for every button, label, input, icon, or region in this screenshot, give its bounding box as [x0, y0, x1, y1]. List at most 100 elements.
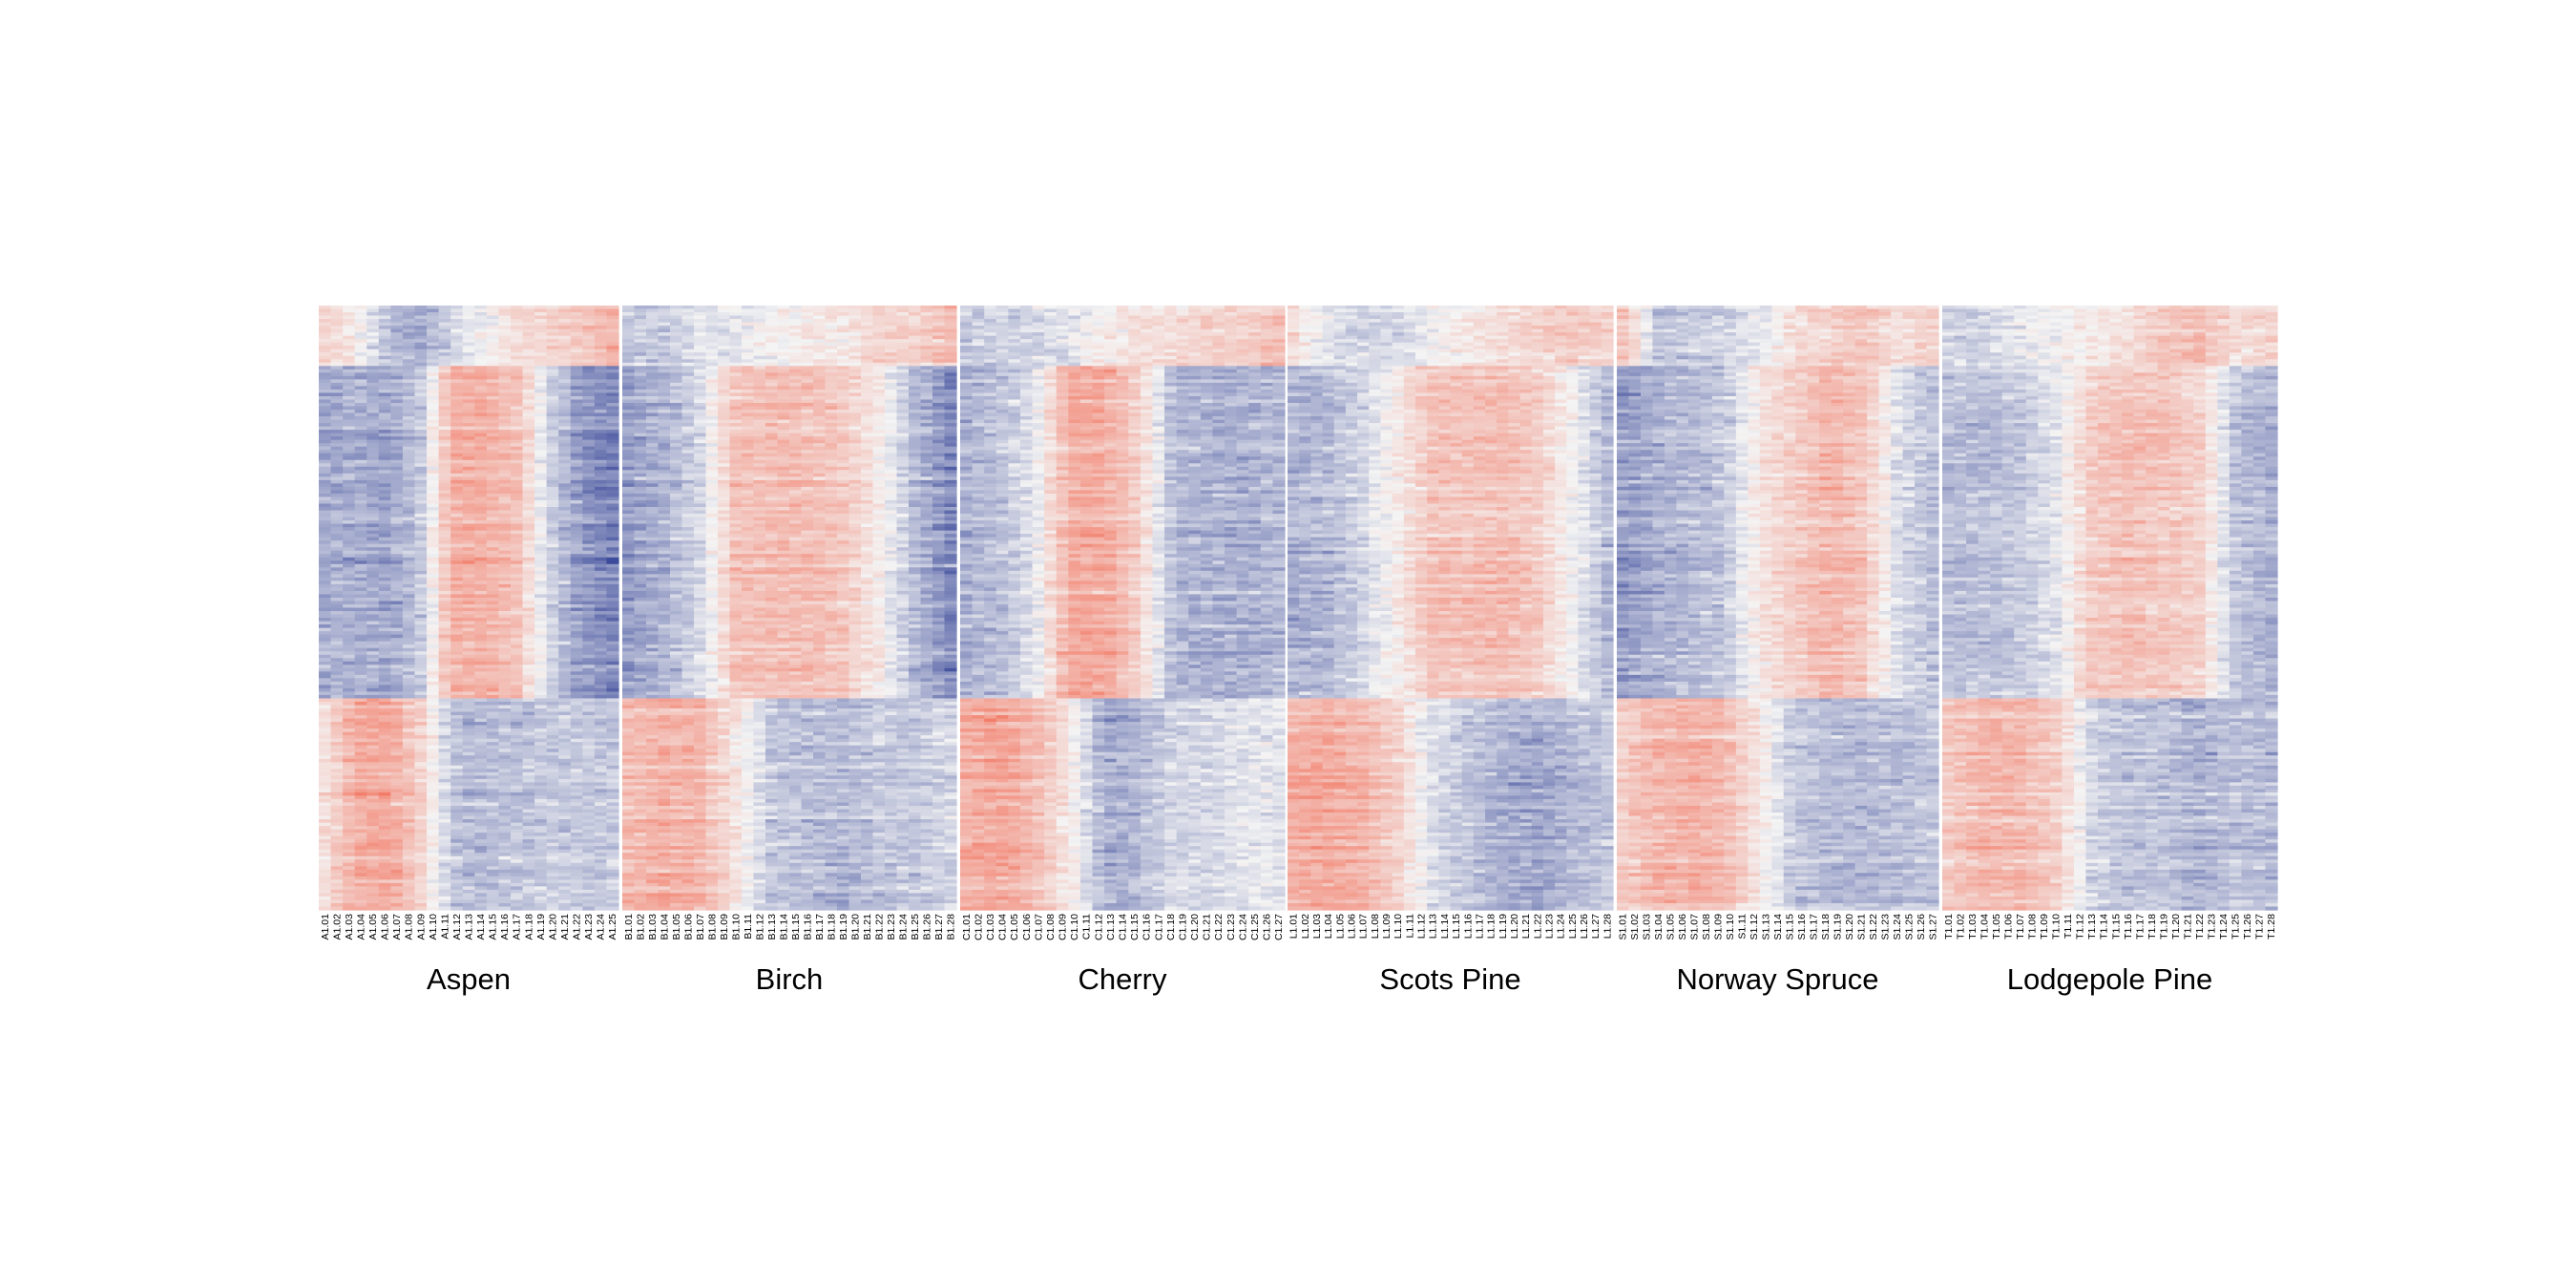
heatmap-cell: [354, 419, 367, 424]
heatmap-cell: [367, 410, 380, 414]
heatmap-cell: [402, 490, 416, 495]
heatmap-cell: [390, 621, 404, 625]
heatmap-cell: [378, 627, 391, 632]
heatmap-cell: [558, 866, 572, 871]
heatmap-cell: [330, 557, 344, 561]
heatmap-cell: [594, 624, 608, 629]
heatmap-cell: [438, 315, 451, 320]
heatmap-cell: [546, 813, 559, 817]
heatmap-cell: [343, 554, 356, 559]
heatmap-cell: [606, 866, 619, 871]
heatmap-cell: [510, 436, 524, 441]
heatmap-cell: [330, 459, 344, 464]
heatmap-cell: [705, 319, 719, 324]
heatmap-cell: [486, 735, 499, 740]
heatmap-cell: [510, 614, 524, 619]
heatmap-cell: [427, 594, 440, 599]
heatmap-cell: [582, 782, 596, 787]
heatmap-cell: [438, 386, 451, 391]
heatmap-cell: [330, 332, 344, 337]
heatmap-cell: [390, 510, 404, 515]
heatmap-cell: [438, 326, 451, 330]
heatmap-cell: [474, 406, 488, 411]
heatmap-cell: [414, 514, 428, 518]
heatmap-cell: [606, 520, 619, 525]
heatmap-cell: [546, 691, 559, 696]
heatmap-cell: [319, 882, 332, 887]
heatmap-cell: [498, 443, 512, 448]
heatmap-cell: [378, 859, 391, 864]
heatmap-row: [319, 326, 619, 330]
heatmap-cell: [534, 493, 548, 498]
heatmap-cell: [582, 453, 596, 457]
heatmap-cell: [438, 587, 451, 592]
heatmap-cell: [558, 765, 572, 770]
heatmap-cell: [606, 899, 619, 904]
heatmap-cell: [658, 306, 671, 310]
heatmap-cell: [522, 322, 535, 327]
heatmap-cell: [498, 406, 512, 411]
heatmap-cell: [462, 775, 475, 780]
heatmap-cell: [582, 335, 596, 340]
heatmap-cell: [354, 765, 367, 770]
heatmap-cell: [390, 715, 404, 720]
heatmap-cell: [522, 879, 535, 884]
heatmap-cell: [402, 319, 416, 324]
heatmap-cell: [594, 419, 608, 424]
heatmap-cell: [367, 319, 380, 324]
heatmap-cell: [343, 581, 356, 585]
heatmap-cell: [534, 520, 548, 525]
heatmap-cell: [414, 557, 428, 561]
heatmap-cell: [510, 433, 524, 437]
heatmap-cell: [498, 886, 512, 891]
heatmap-cell: [402, 815, 416, 820]
heatmap-cell: [546, 731, 559, 736]
heatmap-cell: [546, 534, 559, 538]
heatmap-cell: [789, 326, 803, 330]
heatmap-cell: [498, 842, 512, 847]
heatmap-cell: [594, 785, 608, 790]
heatmap-cell: [354, 446, 367, 451]
heatmap-cell: [570, 809, 583, 813]
heatmap-cell: [498, 708, 512, 713]
heatmap-cell: [546, 775, 559, 780]
heatmap-cell: [343, 348, 356, 353]
heatmap-cell: [390, 805, 404, 811]
heatmap-row: [319, 443, 619, 448]
heatmap-cell: [330, 355, 344, 360]
heatmap-cell: [367, 758, 380, 763]
heatmap-cell: [510, 618, 524, 623]
heatmap-cell: [570, 382, 583, 387]
heatmap-cell: [534, 346, 548, 350]
heatmap-cell: [354, 348, 367, 353]
heatmap-cell: [498, 547, 512, 552]
heatmap-cell: [354, 694, 367, 700]
heatmap-cell: [438, 601, 451, 605]
heatmap-cell: [450, 621, 464, 625]
heatmap-cell: [558, 554, 572, 559]
heatmap-cell: [534, 499, 548, 505]
heatmap-cell: [872, 306, 886, 310]
heatmap-cell: [414, 395, 428, 401]
heatmap-row: [319, 493, 619, 498]
heatmap-cell: [450, 833, 464, 837]
heatmap-cell: [582, 423, 596, 428]
heatmap-cell: [390, 369, 404, 373]
heatmap-cell: [414, 587, 428, 592]
heatmap-row: [622, 326, 957, 330]
heatmap-cell: [438, 389, 451, 394]
heatmap-cell: [378, 758, 391, 763]
heatmap-cell: [558, 634, 572, 639]
heatmap-cell: [378, 835, 391, 840]
heatmap-cell: [534, 473, 548, 477]
heatmap-cell: [594, 893, 608, 897]
heatmap-cell: [546, 742, 559, 747]
heatmap-cell: [522, 835, 535, 840]
heatmap-cell: [402, 698, 416, 703]
heatmap-cell: [343, 789, 356, 793]
heatmap-cell: [414, 665, 428, 669]
heatmap-cell: [343, 590, 356, 596]
heatmap-row: [319, 785, 619, 790]
heatmap-cell: [390, 802, 404, 807]
